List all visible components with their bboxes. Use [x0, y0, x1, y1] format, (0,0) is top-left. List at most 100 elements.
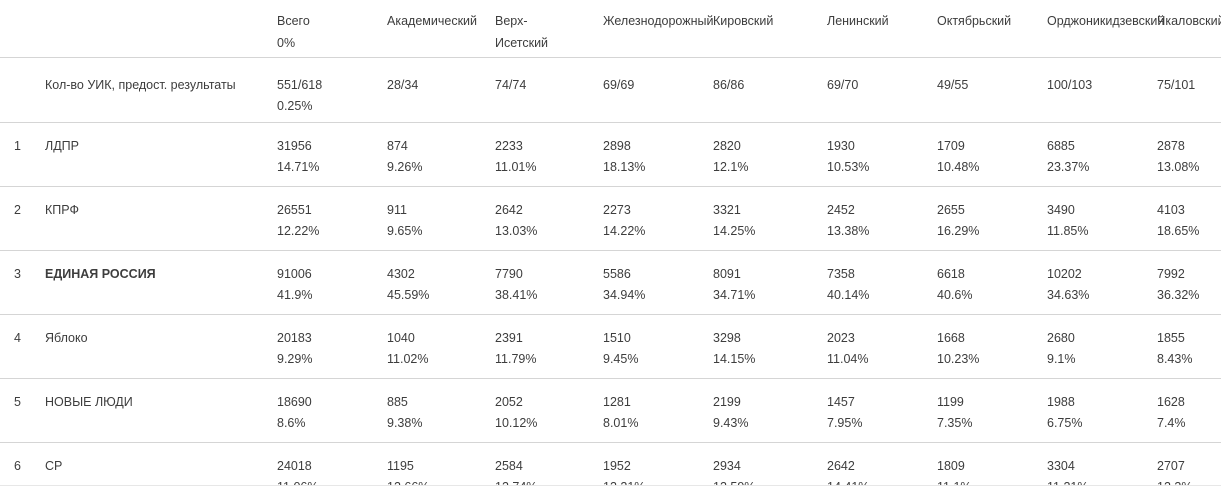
result-cell: 3321 14.25%: [713, 186, 827, 251]
votes-value: 551/618: [277, 77, 323, 92]
column-title: Октябрьский: [937, 14, 1012, 28]
result-cell: 20183 9.29%: [277, 314, 387, 379]
votes-value: 69/69: [603, 77, 635, 92]
percent-value: 0.25%: [277, 98, 313, 113]
result-cell: 2233 11.01%: [495, 122, 603, 187]
label-column-header: [45, 0, 277, 58]
votes-value: 4302: [387, 266, 415, 281]
result-cell: 7790 38.41%: [495, 250, 603, 315]
votes-value: 2052: [495, 394, 523, 409]
votes-value: 1855: [1157, 330, 1185, 345]
result-cell: 2273 14.22%: [603, 186, 713, 251]
result-cell: 2655 16.29%: [937, 186, 1047, 251]
votes-value: 2655: [937, 202, 965, 217]
votes-value: 2199: [713, 394, 741, 409]
column-title: Ленинский: [827, 14, 889, 28]
result-cell: 3490 11.85%: [1047, 186, 1157, 251]
column-header-октябрьский: Октябрьский: [937, 0, 1047, 58]
result-cell: 2642 14.41%: [827, 442, 937, 485]
row-number: 4: [0, 314, 45, 379]
result-cell: 7358 40.14%: [827, 250, 937, 315]
votes-value: 6618: [937, 266, 965, 281]
votes-value: 2878: [1157, 138, 1185, 153]
result-cell: 10202 34.63%: [1047, 250, 1157, 315]
party-name: КПРФ: [45, 186, 277, 251]
percent-value: 13.03%: [495, 223, 538, 238]
percent-value: 12.22%: [277, 223, 320, 238]
result-cell: 911 9.65%: [387, 186, 495, 251]
votes-value: 2642: [495, 202, 523, 217]
votes-value: 3298: [713, 330, 741, 345]
votes-value: 75/101: [1157, 77, 1196, 92]
votes-value: 2680: [1047, 330, 1075, 345]
result-cell: 8091 34.71%: [713, 250, 827, 315]
result-cell: 1855 8.43%: [1157, 314, 1221, 379]
votes-value: 3304: [1047, 458, 1075, 473]
percent-value: 8.6%: [277, 415, 306, 430]
votes-value: 2898: [603, 138, 631, 153]
percent-value: 14.15%: [713, 351, 756, 366]
percent-value: 14.71%: [277, 159, 320, 174]
result-cell: 874 9.26%: [387, 122, 495, 187]
percent-value: 11.06%: [277, 477, 387, 486]
party-row-5: 5 НОВЫЕ ЛЮДИ 18690 8.6% 885 9.38% 2052 10.12% 12…: [0, 378, 1221, 443]
result-cell: 2452 13.38%: [827, 186, 937, 251]
votes-value: 2642: [827, 458, 855, 473]
percent-value: 9.45%: [603, 351, 639, 366]
percent-value: 16.29%: [937, 223, 980, 238]
row-number: 3: [0, 250, 45, 315]
votes-value: 1709: [937, 138, 965, 153]
percent-value: 7.95%: [827, 415, 863, 430]
percent-value: 34.94%: [603, 287, 646, 302]
row-number: 2: [0, 186, 45, 251]
votes-value: 1930: [827, 138, 855, 153]
votes-value: 2584: [495, 458, 523, 473]
percent-value: 9.43%: [713, 415, 749, 430]
percent-value: 40.6%: [937, 287, 973, 302]
percent-value: 11.85%: [1047, 223, 1089, 238]
votes-value: 1457: [827, 394, 855, 409]
votes-value: 26551: [277, 202, 312, 217]
percent-value: 12.21%: [603, 477, 713, 486]
votes-value: 10202: [1047, 266, 1082, 281]
result-cell: 2934 12.59%: [713, 442, 827, 485]
column-title: Верх-: [495, 14, 528, 28]
result-cell: 69/69: [603, 57, 713, 123]
result-cell: 2199 9.43%: [713, 378, 827, 443]
votes-value: 1199: [937, 394, 964, 409]
party-name: НОВЫЕ ЛЮДИ: [45, 378, 277, 443]
percent-value: 6.75%: [1047, 415, 1083, 430]
votes-value: 100/103: [1047, 77, 1093, 92]
votes-value: 1809: [937, 458, 965, 473]
column-title: Академический: [387, 14, 478, 28]
party-row-1: 1 ЛДПР 31956 14.71% 874 9.26% 2233 11.01% 2898 18…: [0, 122, 1221, 187]
percent-value: 13.38%: [827, 223, 870, 238]
row-number: 5: [0, 378, 45, 443]
result-cell: 2878 13.08%: [1157, 122, 1221, 187]
votes-value: 2820: [713, 138, 741, 153]
result-cell: 551/618 0.25%: [277, 57, 387, 123]
votes-value: 28/34: [387, 77, 419, 92]
result-cell: 1668 10.23%: [937, 314, 1047, 379]
result-cell: 100/103: [1047, 57, 1157, 123]
result-cell: 1195 12.66%: [387, 442, 495, 486]
votes-value: 69/70: [827, 77, 859, 92]
percent-value: 12.1%: [713, 159, 749, 174]
percent-value: 10.53%: [827, 159, 870, 174]
votes-value: 49/55: [937, 77, 969, 92]
result-cell: 2052 10.12%: [495, 378, 603, 443]
result-cell: 2584 12.74%: [495, 442, 603, 486]
result-cell: 28/34: [387, 57, 495, 123]
percent-value: 34.63%: [1047, 287, 1090, 302]
result-cell: 4302 45.59%: [387, 250, 495, 315]
percent-value: 9.65%: [387, 223, 423, 238]
votes-value: 6885: [1047, 138, 1075, 153]
result-cell: 1628 7.4%: [1157, 378, 1221, 443]
percent-value: 12.66%: [387, 477, 495, 486]
percent-value: 12.74%: [495, 477, 603, 486]
votes-value: 1952: [603, 458, 631, 473]
column-title: Железнодорожный: [603, 14, 714, 28]
